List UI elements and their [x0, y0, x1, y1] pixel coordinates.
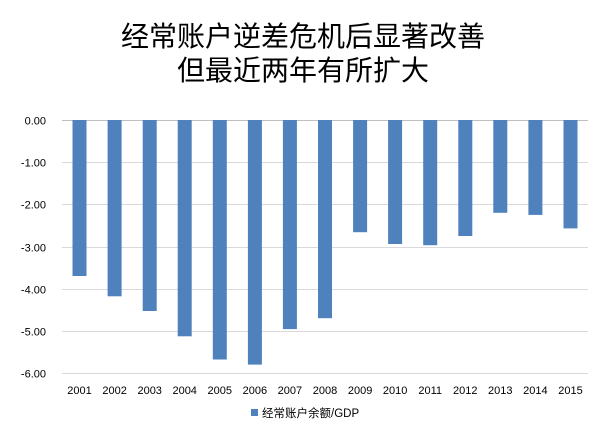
y-tick-label: -6.00 [21, 369, 46, 381]
y-tick-label: 0.00 [25, 116, 46, 128]
x-tick-label: 2004 [172, 385, 196, 397]
y-tick-label: -3.00 [21, 243, 46, 255]
x-tick-label: 2008 [313, 385, 337, 397]
x-tick-label: 2014 [523, 385, 547, 397]
x-tick-label: 2007 [278, 385, 302, 397]
bar-2003 [142, 120, 157, 311]
bar-2012 [458, 120, 473, 236]
y-tick-label: -1.00 [21, 158, 46, 170]
bar-2014 [528, 120, 543, 215]
bar-2001 [72, 120, 87, 276]
x-tick-label: 2011 [418, 385, 442, 397]
y-tick-label: -2.00 [21, 200, 46, 212]
x-tick-label: 2010 [383, 385, 407, 397]
x-tick-label: 2002 [102, 385, 126, 397]
x-tick-label: 2009 [348, 385, 372, 397]
x-tick-label: 2006 [243, 385, 267, 397]
chart-title-line-2: 但最近两年有所扩大 [176, 54, 429, 87]
bar-2011 [423, 120, 438, 246]
legend-swatch [251, 409, 258, 416]
y-tick-label: -4.00 [21, 285, 46, 297]
x-tick-label: 2003 [137, 385, 161, 397]
bars [72, 120, 578, 365]
chart-title-line-1: 经常账户逆差危机后显著改善 [120, 20, 485, 53]
chart-title: 经常账户逆差危机后显著改善 但最近两年有所扩大 [0, 20, 606, 88]
bar-2007 [282, 120, 297, 330]
x-tick-label: 2015 [558, 385, 582, 397]
bar-2010 [388, 120, 403, 244]
x-axis-tick-labels: 2001 2002 2003 2004 2005 2006 2007 2008 2009 2010… [67, 385, 582, 397]
bar-2008 [318, 120, 332, 319]
bar-2015 [563, 120, 578, 229]
x-tick-label: 2012 [453, 385, 477, 397]
bar-2005 [212, 120, 227, 360]
bar-2002 [107, 120, 122, 297]
x-tick-label: 2001 [67, 385, 91, 397]
legend-label: 经常账户余额/GDP [262, 406, 359, 420]
y-tick-label: -5.00 [21, 327, 46, 339]
legend: 经常账户余额/GDP [251, 406, 359, 420]
bar-2013 [493, 120, 508, 213]
bar-2006 [247, 120, 262, 365]
bar-2009 [353, 120, 368, 233]
x-tick-label: 2005 [208, 385, 232, 397]
y-axis-tick-labels: 0.00 -1.00 -2.00 -3.00 -4.00 -5.00 -6.00 [21, 116, 46, 381]
x-tick-label: 2013 [488, 385, 512, 397]
bar-2004 [177, 120, 192, 337]
